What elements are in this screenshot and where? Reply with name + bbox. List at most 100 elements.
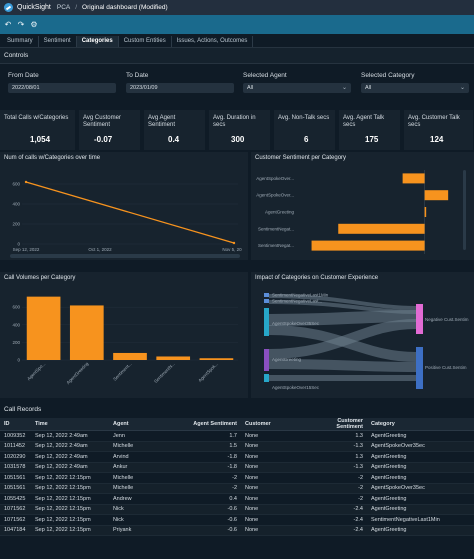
kpi-value: 124 [430, 135, 444, 144]
cell-agent-sentiment: 0.4 [189, 493, 241, 505]
sentiment-per-category-panel[interactable]: Customer Sentiment per Category AgentSpo… [251, 152, 474, 260]
tab-categories[interactable]: Categories [76, 36, 119, 47]
cell-agent: Michelle [109, 441, 189, 452]
cell-agent: Michelle [109, 472, 189, 484]
sankey-node[interactable] [264, 374, 269, 382]
kpi-row: Total Calls w/Categories 1,054 Avg Custo… [0, 110, 474, 152]
table-row[interactable]: 1047184 Sep 12, 2022 12:15pm Priyank -0.6 No… [0, 525, 474, 536]
cell-time: Sep 12, 2022 12:15pm [31, 493, 109, 505]
horizontal-scrollbar[interactable] [10, 254, 240, 258]
cell-id: 1051561 [0, 472, 31, 484]
sankey-node[interactable] [416, 304, 423, 334]
sankey-node[interactable] [264, 349, 269, 371]
kpi-title: Avg. Duration in secs [213, 115, 256, 128]
col-header-id[interactable]: ID [0, 418, 31, 431]
cell-agent: Ankur [109, 462, 189, 473]
sankey-source-label: SentimentNegativeLast... [272, 299, 322, 304]
redo-icon[interactable]: ↷ [17, 20, 25, 29]
from-date-input[interactable]: 2022/08/01 [8, 83, 116, 93]
undo-icon[interactable]: ↶ [4, 20, 12, 29]
from-date-value: 2022/08/01 [12, 85, 40, 91]
controls-header[interactable]: Controls [0, 48, 474, 64]
sankey-flow [268, 294, 417, 310]
chart-title: Call Volumes per Category [4, 275, 76, 281]
kpi-avg-duration[interactable]: Avg. Duration in secs 300 [209, 110, 271, 150]
calls-over-time-panel[interactable]: Num of calls w/Categories over time 0 200… [0, 152, 248, 260]
category-select[interactable]: All ⌄ [361, 83, 469, 93]
cell-agent: Michelle [109, 483, 189, 494]
col-header-customer-sentiment[interactable]: Customer Sentiment [309, 418, 367, 431]
col-header-time[interactable]: Time [31, 418, 109, 431]
sankey-source-label: SentimentNegativeLast1Min [272, 293, 329, 298]
col-header-agent-sentiment[interactable]: Agent Sentiment [189, 418, 241, 431]
tab-custom-entities[interactable]: Custom Entities [119, 36, 172, 47]
y-tick-label: 600 [12, 182, 20, 187]
col-header-category[interactable]: Category [367, 418, 474, 431]
table-row[interactable]: 1051561 Sep 12, 2022 12:15pm Michelle -2 Non… [0, 483, 474, 494]
to-date-input[interactable]: 2023/01/09 [126, 83, 234, 93]
settings-icon[interactable]: ⚙ [30, 20, 38, 29]
kpi-avg-non-talk[interactable]: Avg. Non-Talk secs 6 [274, 110, 336, 150]
table-row[interactable]: 1031578 Sep 12, 2022 2:49am Ankur -1.8 None -… [0, 462, 474, 473]
bar [424, 207, 427, 217]
kpi-total-calls[interactable]: Total Calls w/Categories 1,054 [0, 110, 76, 150]
sankey-node[interactable] [416, 347, 423, 389]
category-label: SentimentNegat... [258, 226, 294, 231]
bar [156, 356, 191, 360]
call-records-body: 1009352 Sep 12, 2022 2:49am Jenn 1.7 None 1.3… [0, 430, 474, 536]
y-tick-label: 400 [12, 322, 20, 327]
breadcrumb-separator: / [75, 4, 78, 11]
tab-sentiment[interactable]: Sentiment [39, 36, 77, 47]
cell-customer-sentiment: -2 [309, 472, 367, 484]
cell-agent-sentiment: -0.6 [189, 514, 241, 526]
cell-customer-sentiment: -2.4 [309, 525, 367, 536]
cell-customer-sentiment: -1.3 [309, 441, 367, 452]
toolbar: ↶ ↷ ⚙ [0, 15, 474, 34]
table-row[interactable]: 1011452 Sep 12, 2022 2:49am Michelle 1.5 Non… [0, 441, 474, 452]
quicksight-logo-icon[interactable] [4, 3, 13, 12]
table-header-row: ID Time Agent Agent Sentiment Customer C… [0, 418, 474, 431]
category-label: AgentSpokeOver... [256, 193, 294, 198]
call-records-header: Call Records [0, 402, 474, 416]
col-header-customer[interactable]: Customer [241, 418, 309, 431]
cell-customer: None [241, 472, 309, 484]
to-date-control: To Date 2023/01/09 [126, 72, 234, 93]
cell-id: 1020290 [0, 451, 31, 463]
horizontal-bar-chart: AgentSpokeOver... AgentSpokeOver... AgentG… [256, 170, 466, 254]
call-volumes-panel[interactable]: Call Volumes per Category 0 200 400 600 Agen… [0, 272, 248, 398]
col-header-agent[interactable]: Agent [109, 418, 189, 431]
kpi-avg-customer-sentiment[interactable]: Avg Customer Sentiment -0.07 [79, 110, 141, 150]
to-date-value: 2023/01/09 [130, 85, 158, 91]
chart-title: Num of calls w/Categories over time [4, 155, 101, 161]
table-row[interactable]: 1009352 Sep 12, 2022 2:49am Jenn 1.7 None 1.3… [0, 430, 474, 442]
sankey-flow [268, 359, 417, 372]
tab-issues-actions-outcomes[interactable]: Issues, Actions, Outcomes [172, 36, 254, 47]
cell-agent-sentiment: -1.8 [189, 462, 241, 473]
bar [338, 223, 425, 234]
kpi-value: 0.4 [168, 135, 180, 144]
impact-sankey-panel[interactable]: Impact of Categories on Customer Experie… [251, 272, 474, 398]
cell-category: AgentGreeting [367, 493, 474, 505]
sankey-node[interactable] [264, 308, 269, 336]
sankey-node[interactable] [264, 299, 269, 303]
y-tick-label: 0 [17, 358, 20, 363]
table-row[interactable]: 1071562 Sep 12, 2022 12:15pm Nick -0.6 None -… [0, 514, 474, 526]
kpi-avg-customer-talk[interactable]: Avg. Customer Talk secs 124 [404, 110, 474, 150]
cell-id: 1047184 [0, 525, 31, 536]
sankey-node[interactable] [264, 293, 269, 297]
tab-summary[interactable]: Summary [2, 36, 39, 47]
kpi-value: 175 [365, 135, 379, 144]
brand-name[interactable]: QuickSight [17, 4, 51, 11]
cell-time: Sep 12, 2022 12:15pm [31, 514, 109, 526]
cell-category: AgentSpokeOver35ec [367, 441, 474, 452]
kpi-avg-agent-sentiment[interactable]: Avg Agent Sentiment 0.4 [144, 110, 206, 150]
table-row[interactable]: 1055425 Sep 12, 2022 12:15pm Andrew 0.4 None… [0, 493, 474, 505]
cell-category: AgentGreeting [367, 472, 474, 484]
table-row[interactable]: 1071562 Sep 12, 2022 12:15pm Nick -0.6 None -… [0, 504, 474, 515]
breadcrumb-pca[interactable]: PCA [56, 4, 71, 11]
agent-select[interactable]: All ⌄ [243, 83, 351, 93]
kpi-avg-agent-talk[interactable]: Avg. Agent Talk secs 175 [339, 110, 401, 150]
table-row[interactable]: 1051561 Sep 12, 2022 12:15pm Michelle -2 Non… [0, 472, 474, 484]
table-row[interactable]: 1020290 Sep 12, 2022 2:49am Arvind -1.8 None… [0, 451, 474, 463]
vertical-scrollbar [463, 170, 466, 250]
